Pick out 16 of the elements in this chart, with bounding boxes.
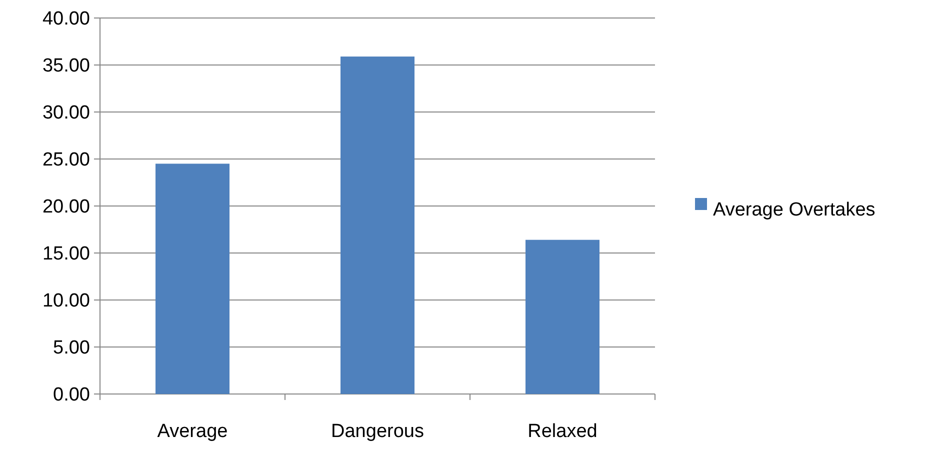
y-tick-label: 0.00	[53, 384, 90, 406]
y-tick-label: 10.00	[42, 290, 90, 312]
y-tick-label: 20.00	[42, 196, 90, 218]
x-tick-label: Average	[157, 421, 228, 442]
y-tick-label: 25.00	[42, 150, 90, 171]
y-tick-label: 40.00	[42, 8, 90, 30]
bar	[526, 240, 600, 394]
y-tick-label: 35.00	[42, 56, 90, 77]
bar	[340, 56, 414, 394]
x-tick-label: Dangerous	[331, 421, 424, 442]
y-tick-label: 15.00	[42, 244, 90, 265]
x-tick-label: Relaxed	[528, 421, 598, 442]
legend-label: Average Overtakes	[713, 200, 876, 221]
y-tick-label: 30.00	[42, 102, 90, 124]
y-tick-label: 5.00	[53, 338, 90, 359]
bar	[156, 164, 230, 394]
